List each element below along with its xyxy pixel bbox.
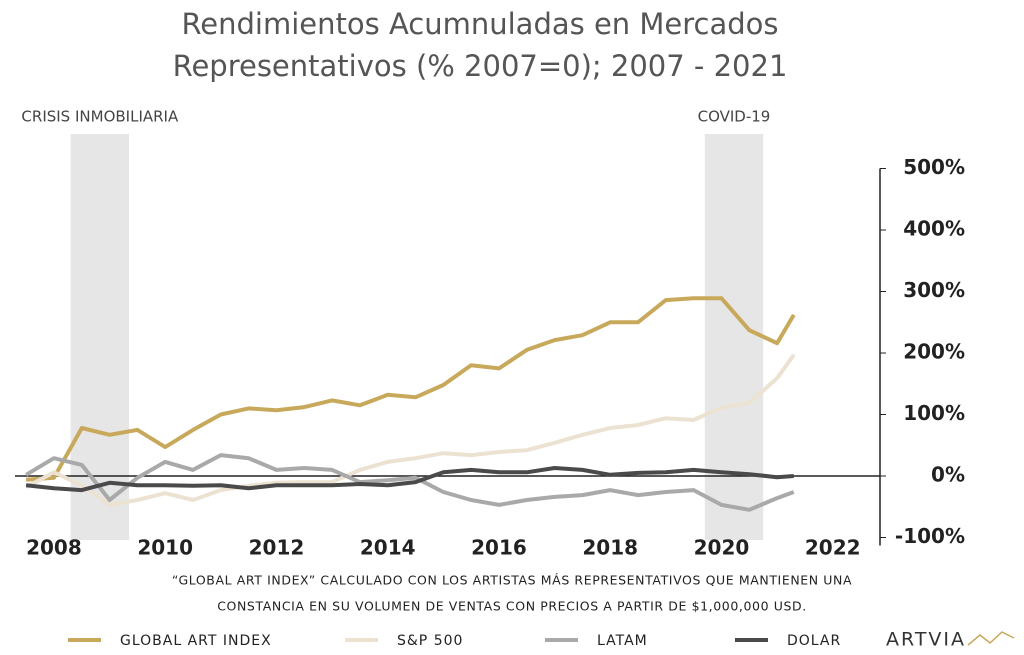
legend-label: S&P 500: [397, 633, 463, 649]
x-tick-label: 2014: [360, 536, 416, 560]
y-tick-label: 100%: [903, 401, 965, 425]
shaded-region-label: CRISIS INMOBILIARIA: [21, 108, 179, 126]
x-tick-label: 2012: [249, 536, 305, 560]
y-tick-label: 300%: [903, 278, 965, 302]
y-tick-label: 500%: [903, 155, 965, 179]
y-tick-label: 200%: [903, 340, 965, 364]
footnote: CONSTANCIA EN SU VOLUMEN DE VENTAS CON P…: [217, 599, 807, 614]
x-tick-label: 2020: [694, 536, 750, 560]
series-line: [25, 353, 796, 507]
logo-mark: [967, 631, 1015, 646]
y-tick-label: 0%: [931, 463, 965, 487]
shaded-region: [70, 134, 130, 540]
series-line: [25, 296, 796, 482]
shaded-region-label: COVID-19: [698, 108, 771, 126]
x-tick-label: 2010: [137, 536, 193, 560]
chart-title: Representativos (% 2007=0); 2007 - 2021: [173, 49, 788, 83]
logo: ARTVIA: [886, 629, 966, 651]
y-tick-label: -100%: [895, 524, 965, 548]
x-tick-label: 2022: [805, 536, 861, 560]
y-tick-label: 400%: [903, 217, 965, 241]
footnote: “GLOBAL ART INDEX” CALCULADO CON LOS ART…: [172, 573, 852, 588]
plot: CRISIS INMOBILIARIA COVID-19 500% 400% 300% 2…: [15, 108, 965, 649]
x-tick-label: 2008: [26, 536, 82, 560]
legend-label: LATAM: [597, 633, 648, 649]
chart-title: Rendimientos Acumnuladas en Mercados: [181, 7, 778, 41]
series-line: [25, 453, 795, 512]
shaded-region: [704, 134, 764, 540]
legend-label: GLOBAL ART INDEX: [120, 633, 272, 649]
x-tick-label: 2016: [471, 536, 527, 560]
x-tick-label: 2018: [582, 536, 638, 560]
legend-label: DOLAR: [787, 633, 841, 649]
series-line: [25, 466, 794, 493]
